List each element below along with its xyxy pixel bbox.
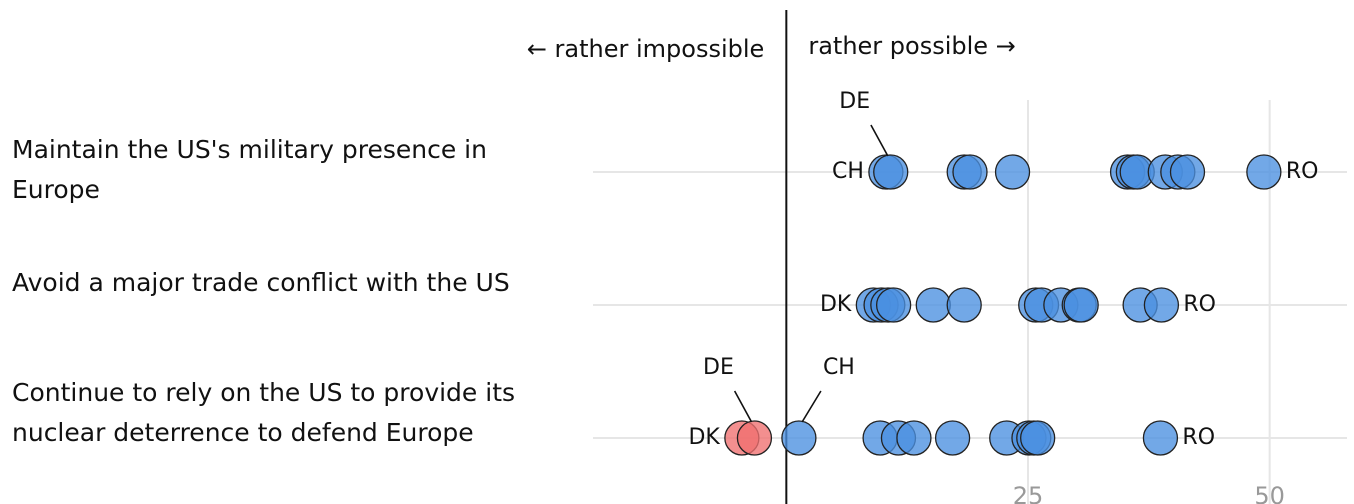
dot <box>934 420 971 456</box>
x-tick-label: 25 <box>1013 482 1044 504</box>
dot <box>952 154 988 190</box>
dot <box>875 287 912 323</box>
point-label: CH <box>823 355 855 380</box>
dot <box>1169 154 1206 190</box>
dot <box>873 154 909 190</box>
leader-line <box>801 390 822 423</box>
left-label: ← rather impossible <box>527 35 765 63</box>
point-label: DE <box>703 355 734 380</box>
point-label: DK <box>688 425 720 450</box>
dot <box>896 420 932 456</box>
x-tick-label: 50 <box>1254 482 1285 504</box>
dot <box>946 287 982 323</box>
point-label: RO <box>1182 425 1215 450</box>
dot <box>915 287 951 323</box>
dot <box>1246 154 1282 190</box>
dot <box>781 420 817 456</box>
dot <box>1142 420 1179 456</box>
point-label: RO <box>1183 292 1216 317</box>
dot <box>1063 287 1099 323</box>
dot <box>1020 420 1056 456</box>
leader-line <box>733 390 753 423</box>
point-label: DK <box>820 292 852 317</box>
right-label: rather possible → <box>808 32 1015 60</box>
dot <box>1143 287 1180 323</box>
row-label: Continue to rely on the US to provide it… <box>12 378 516 447</box>
point-label: CH <box>832 159 864 184</box>
row-label: Avoid a major trade conflict with the US <box>12 268 510 297</box>
leader-line <box>870 124 889 157</box>
dot <box>994 154 1031 190</box>
point-label: DE <box>839 89 870 114</box>
dot <box>736 420 773 456</box>
point-label: RO <box>1286 159 1319 184</box>
row-label: Maintain the US's military presence in E… <box>12 135 487 204</box>
